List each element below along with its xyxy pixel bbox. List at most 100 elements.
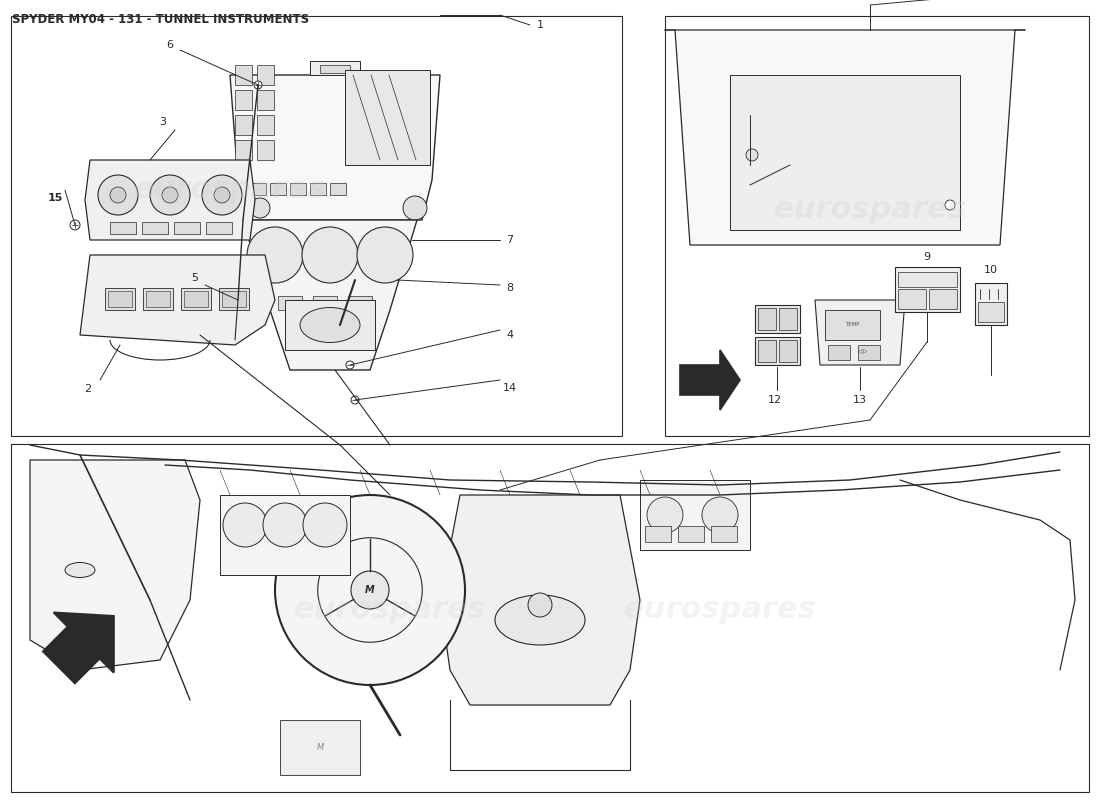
Bar [898, 272, 957, 287]
Text: 4: 4 [506, 330, 514, 340]
Bar [755, 305, 800, 333]
Bar [758, 340, 776, 362]
Bar [257, 90, 274, 110]
Text: eurospares: eurospares [133, 175, 327, 205]
Circle shape [302, 227, 358, 283]
Bar [678, 526, 704, 542]
Circle shape [351, 396, 359, 404]
Bar [640, 480, 750, 550]
Bar [235, 140, 252, 160]
Text: 1: 1 [537, 20, 543, 30]
Bar [755, 337, 800, 365]
Circle shape [98, 175, 138, 215]
Text: 2: 2 [85, 384, 91, 394]
Bar [250, 183, 266, 195]
Bar [779, 340, 798, 362]
Bar [184, 291, 208, 307]
Text: ◁ ▷: ◁ ▷ [857, 349, 867, 354]
Bar [280, 720, 360, 775]
Bar [828, 345, 850, 360]
Circle shape [263, 503, 307, 547]
Bar [895, 267, 960, 312]
Bar [710, 80, 980, 225]
Circle shape [162, 187, 178, 203]
Text: TEMP: TEMP [845, 322, 859, 327]
Circle shape [70, 220, 80, 230]
Bar [146, 291, 170, 307]
Text: eurospares: eurospares [294, 595, 486, 625]
Ellipse shape [300, 307, 360, 342]
Circle shape [945, 200, 955, 210]
Bar [310, 61, 360, 75]
Bar [898, 289, 926, 309]
Bar [110, 222, 136, 234]
Bar [330, 183, 346, 195]
Bar [235, 65, 252, 85]
Text: 6: 6 [166, 40, 174, 50]
Circle shape [528, 593, 552, 617]
Bar [104, 288, 135, 310]
Polygon shape [85, 160, 255, 240]
Polygon shape [230, 75, 440, 220]
Bar [645, 526, 671, 542]
Bar [206, 222, 232, 234]
Bar [257, 115, 274, 135]
Text: M: M [365, 585, 375, 595]
Bar [779, 308, 798, 330]
Bar [270, 183, 286, 195]
Bar [320, 65, 350, 73]
Circle shape [647, 497, 683, 533]
Bar [235, 90, 252, 110]
Polygon shape [680, 350, 740, 410]
Bar [257, 65, 274, 85]
Circle shape [351, 571, 389, 609]
Text: SPYDER MY04 - 131 - TUNNEL INSTRUMENTS: SPYDER MY04 - 131 - TUNNEL INSTRUMENTS [12, 13, 309, 26]
Circle shape [302, 503, 346, 547]
Bar [290, 183, 306, 195]
Bar [142, 222, 168, 234]
Bar [235, 115, 252, 135]
Bar [345, 70, 430, 165]
Bar [174, 222, 200, 234]
Circle shape [110, 187, 126, 203]
Text: 8: 8 [506, 283, 514, 293]
Text: M: M [317, 743, 323, 753]
Bar [310, 183, 326, 195]
Polygon shape [675, 30, 1015, 245]
Polygon shape [30, 460, 200, 670]
Circle shape [248, 227, 302, 283]
Text: 15: 15 [47, 193, 63, 203]
Text: 9: 9 [923, 252, 931, 262]
Bar [858, 345, 880, 360]
Ellipse shape [65, 562, 95, 578]
Polygon shape [440, 495, 640, 705]
Circle shape [250, 198, 270, 218]
Bar [143, 288, 173, 310]
Bar [285, 300, 375, 350]
Circle shape [358, 227, 412, 283]
Polygon shape [80, 255, 275, 345]
Circle shape [702, 497, 738, 533]
Circle shape [403, 196, 427, 220]
Bar [711, 526, 737, 542]
Bar [314, 296, 337, 310]
Bar [730, 75, 960, 230]
Circle shape [746, 149, 758, 161]
Bar [975, 283, 1006, 325]
Text: eurospares: eurospares [624, 595, 816, 625]
Bar [222, 291, 246, 307]
Polygon shape [43, 613, 113, 683]
Circle shape [275, 495, 465, 685]
Bar [257, 140, 274, 160]
Bar [348, 296, 372, 310]
Bar [758, 308, 776, 330]
Bar [108, 291, 132, 307]
Polygon shape [243, 220, 417, 370]
Bar [930, 289, 957, 309]
Bar [11, 444, 1089, 792]
Text: 5: 5 [191, 273, 198, 283]
Bar [219, 288, 249, 310]
Text: eurospares: eurospares [773, 195, 967, 225]
Circle shape [223, 503, 267, 547]
Circle shape [214, 187, 230, 203]
